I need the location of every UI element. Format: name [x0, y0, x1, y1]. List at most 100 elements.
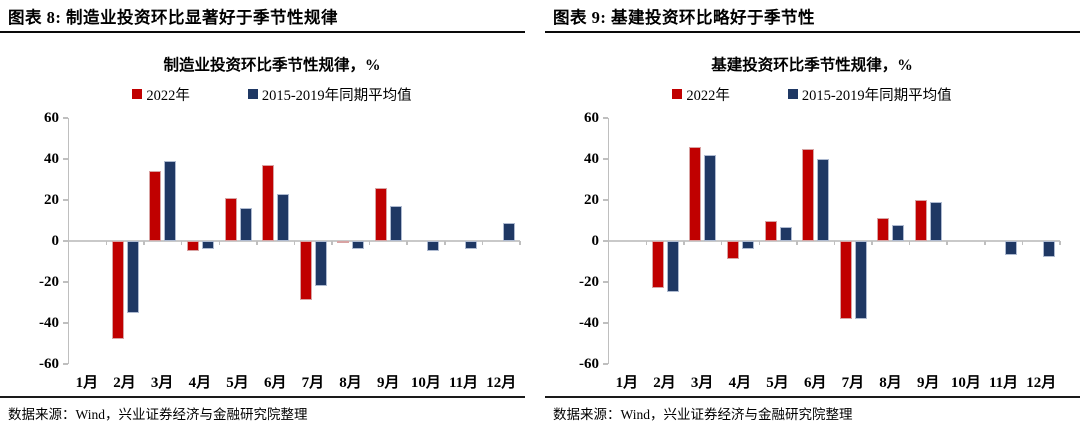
x-axis-tick	[406, 241, 408, 245]
x-axis-tick	[143, 241, 145, 245]
bar-2022	[877, 218, 890, 241]
y-axis-tick	[603, 363, 608, 365]
y-axis-tick	[603, 322, 608, 324]
bar-group	[797, 118, 836, 364]
bar-average	[666, 241, 679, 293]
bar-average	[427, 241, 440, 252]
y-axis-tick	[603, 117, 608, 119]
bar-2022	[187, 241, 200, 252]
y-axis-tick	[603, 158, 608, 160]
bar-2022	[727, 241, 740, 260]
y-axis-tick	[603, 240, 608, 242]
y-axis-tick-label: -20	[39, 274, 59, 290]
bar-group	[445, 118, 484, 364]
bar-group	[144, 118, 183, 364]
y-axis-tick	[63, 322, 68, 324]
y-axis-tick	[63, 240, 68, 242]
legend: 2022年 2015-2019年同期平均值	[24, 84, 520, 104]
bar-2022	[262, 165, 275, 241]
legend: 2022年 2015-2019年同期平均值	[564, 84, 1060, 104]
x-axis-tick	[833, 241, 836, 245]
bar-2022	[111, 241, 124, 340]
chart-infrastructure: 基建投资环比季节性规律，% 2022年 2015-2019年同期平均值 60 40…	[540, 33, 1080, 392]
bar-2022	[689, 146, 702, 241]
y-axis-tick	[63, 363, 68, 365]
x-axis-tick	[984, 241, 986, 245]
legend-item-average: 2015-2019年同期平均值	[247, 84, 412, 105]
y-axis-tick	[603, 199, 608, 201]
x-axis-tick	[758, 241, 761, 245]
plot-row: 60 40 20 0 -20 -40 -60	[24, 110, 521, 372]
x-axis-label: 3月	[690, 375, 714, 391]
legend-label-2022: 2022年	[146, 87, 190, 104]
x-axis-tick	[368, 241, 371, 245]
bar-group	[684, 118, 723, 364]
bar-2022	[224, 197, 237, 241]
x-axis-tick	[645, 241, 648, 245]
y-axis-tick-label: -20	[579, 274, 599, 290]
x-axis-tick	[908, 241, 911, 245]
y-axis-tick	[63, 117, 68, 119]
bar-group	[219, 118, 258, 364]
x-axis-label: 1月	[75, 375, 99, 391]
bar-2022	[802, 148, 815, 241]
bar-group	[257, 118, 296, 364]
y-axis-tick-label: 20	[584, 192, 599, 208]
bar-group	[647, 118, 685, 364]
bar-average	[1005, 241, 1018, 256]
x-axis-tick	[444, 241, 446, 245]
y-axis-tick-label: 0	[51, 233, 60, 249]
bar-average	[465, 241, 478, 250]
legend-label-average: 2015-2019年同期平均值	[801, 87, 952, 104]
bar-group	[1022, 118, 1061, 364]
x-axis-label: 10月	[410, 375, 441, 391]
panel-chart-8: 图表 8: 制造业投资环比显著好于季节性规律 制造业投资环比季节性规律，% 20…	[0, 0, 525, 422]
x-axis-label: 1月	[615, 375, 639, 391]
y-axis: 60 40 20 0 -20 -40 -60	[24, 110, 68, 372]
bar-2022	[149, 171, 162, 241]
plot-row: 60 40 20 0 -20 -40 -60	[564, 110, 1061, 372]
y-axis-tick-label: 60	[584, 110, 599, 126]
x-axis-label: 8月	[339, 375, 362, 391]
bar-average	[704, 154, 717, 241]
x-axis-label: 12月	[1026, 375, 1057, 391]
bar-group	[107, 118, 145, 364]
bar-group	[947, 118, 986, 364]
bar-average	[126, 241, 139, 313]
x-axis-label: 9月	[376, 375, 400, 391]
legend-label-average: 2015-2019年同期平均值	[261, 87, 412, 104]
bar-group	[182, 118, 221, 364]
x-axis-label: 12月	[486, 375, 517, 391]
x-axis-tick	[1059, 241, 1061, 245]
bar-2022	[651, 241, 664, 289]
x-axis-tick	[331, 241, 333, 245]
y-axis-tick-label: -40	[579, 315, 599, 331]
x-axis-label: 2月	[653, 375, 676, 391]
chart-title: 基建投资环比季节性规律，%	[711, 57, 913, 74]
x-axis-tick	[218, 241, 221, 245]
x-axis-label: 9月	[916, 375, 940, 391]
bar-2022	[374, 187, 387, 241]
bar-group	[985, 118, 1024, 364]
y-axis-tick	[603, 281, 608, 283]
bar-average	[202, 241, 215, 250]
legend-swatch-average	[247, 89, 258, 99]
bar-group	[609, 118, 648, 364]
y-axis-tick	[63, 281, 68, 283]
figure-8-caption: 图表 8: 制造业投资环比显著好于季节性规律	[0, 0, 525, 33]
x-axis-label: 7月	[841, 375, 865, 391]
x-axis-label: 4月	[188, 375, 212, 391]
bar-group	[834, 118, 873, 364]
bar-average	[389, 206, 402, 241]
plot-area	[608, 118, 1061, 364]
y-axis-tick-label: -40	[39, 315, 59, 331]
bar-group	[69, 118, 108, 364]
x-axis-tick	[683, 241, 685, 245]
bar-group	[294, 118, 333, 364]
x-axis-tick	[796, 241, 798, 245]
x-axis-tick	[105, 241, 108, 245]
figure-9-caption: 图表 9: 基建投资环比略好于季节性	[545, 0, 1080, 33]
x-axis-tick	[871, 241, 873, 245]
legend-swatch-2022	[672, 89, 683, 99]
